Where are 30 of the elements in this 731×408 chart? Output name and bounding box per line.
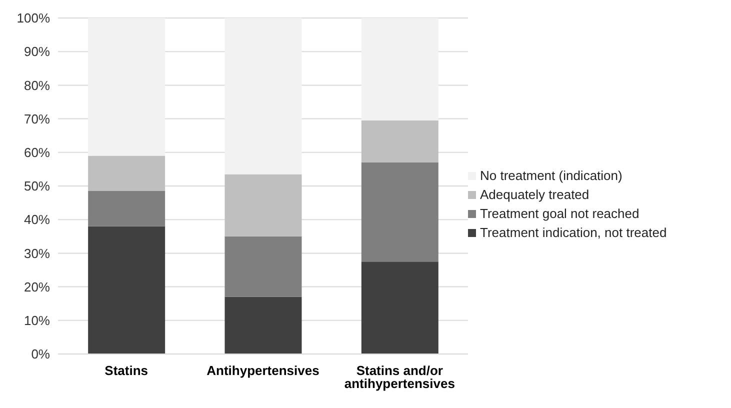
x-tick-label: Statins [104,363,148,378]
bar [224,18,302,174]
y-tick-label: 0% [31,346,50,362]
y-tick-label: 60% [24,145,50,160]
bar [88,156,166,192]
y-tick-label: 10% [24,313,50,328]
legend-label: No treatment (indication) [480,168,622,183]
y-tick-label: 50% [24,178,50,194]
y-tick-label: 30% [24,246,50,261]
y-tick-label: 80% [24,78,50,93]
x-tick-label: Statins and/or antihypertensives [344,363,455,392]
bar [88,191,166,226]
bar [361,120,438,162]
bar [88,226,166,354]
bar [224,236,302,297]
bar [361,162,438,262]
y-tick-label: 100% [16,10,50,26]
y-tick-label: 40% [24,212,50,228]
legend-label: Treatment goal not reached [480,206,640,221]
bar [88,18,166,156]
y-tick-label: 90% [24,44,50,60]
bar [361,18,438,120]
bar [224,174,302,236]
legend-label: Treatment indication, not treated [480,225,667,240]
x-tick-label: Antihypertensives [206,363,320,378]
bar [224,296,302,354]
legend-label: Adequately treated [480,187,590,202]
y-tick-label: 70% [24,111,50,126]
bar [361,262,438,354]
y-tick-label: 20% [24,279,50,294]
